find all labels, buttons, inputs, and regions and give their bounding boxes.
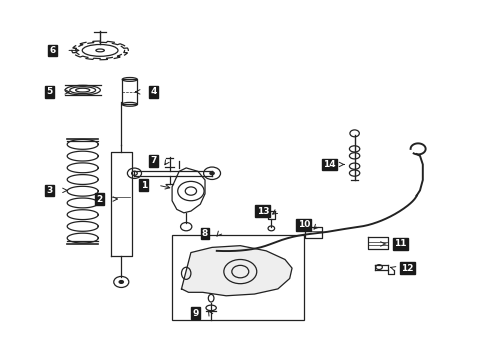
Circle shape (119, 280, 124, 284)
Text: 8: 8 (202, 229, 208, 238)
Text: 9: 9 (193, 309, 199, 318)
Text: 11: 11 (394, 239, 407, 248)
Text: 10: 10 (297, 220, 310, 229)
Circle shape (209, 171, 215, 175)
Polygon shape (181, 246, 292, 296)
Text: 5: 5 (47, 87, 53, 96)
Text: 12: 12 (401, 264, 414, 273)
Text: 2: 2 (96, 194, 102, 203)
Text: 3: 3 (47, 186, 53, 195)
Text: 1: 1 (141, 181, 147, 190)
Text: 6: 6 (49, 46, 55, 55)
Text: 4: 4 (150, 87, 156, 96)
Text: 7: 7 (150, 157, 156, 166)
Text: 13: 13 (257, 207, 269, 216)
Text: 14: 14 (323, 160, 336, 169)
Bar (172, 235, 304, 320)
